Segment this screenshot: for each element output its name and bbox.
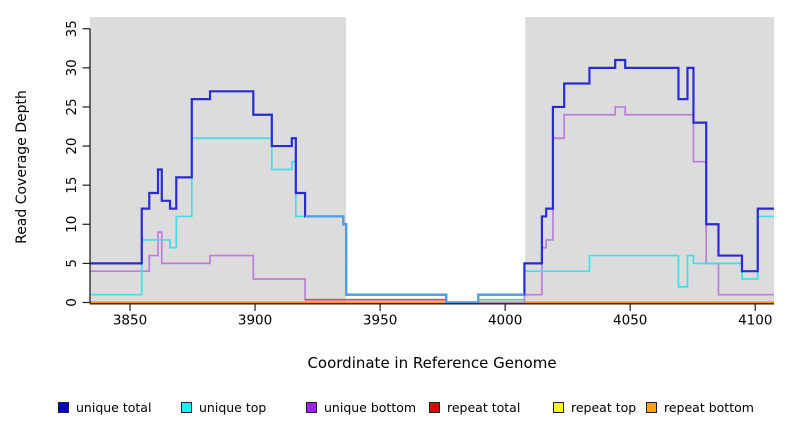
legend-label: repeat top (571, 399, 637, 415)
y-tick-label: 30 (64, 59, 80, 76)
legend-item-repeat-bottom: repeat bottom (646, 398, 754, 416)
legend-label: unique bottom (324, 399, 417, 415)
x-tick-label: 4050 (613, 313, 647, 329)
legend-swatch-repeat-total (429, 401, 440, 413)
overlay-total-equals-top-lightblue (305, 215, 525, 304)
x-tick-label: 4100 (738, 313, 772, 329)
legend-label: repeat bottom (664, 399, 754, 415)
y-tick-label: 5 (64, 259, 80, 268)
legend-swatch-unique-bottom (306, 401, 317, 413)
legend-item-unique-total: unique total (58, 398, 151, 416)
legend-label: repeat total (447, 399, 521, 415)
legend-swatch-unique-total (58, 401, 69, 413)
legend: unique total unique top unique bottom repea… (0, 398, 792, 422)
y-tick-label: 35 (64, 20, 80, 37)
legend-swatch-repeat-top (553, 401, 564, 413)
y-tick-label: 20 (64, 137, 80, 154)
x-tick-label: 3850 (113, 313, 147, 329)
legend-item-unique-bottom: unique bottom (306, 398, 416, 416)
x-tick-label: 4000 (488, 313, 522, 329)
x-tick-label: 3950 (363, 313, 397, 329)
legend-label: unique total (76, 399, 152, 415)
legend-item-repeat-total: repeat total (429, 398, 520, 416)
y-tick-label: 25 (64, 98, 80, 115)
shaded-band (525, 17, 774, 303)
y-tick-label: 10 (64, 216, 80, 233)
x-tick-label: 3900 (238, 313, 272, 329)
y-tick-label: 0 (64, 298, 80, 307)
legend-item-unique-top: unique top (181, 398, 266, 416)
legend-label: unique top (199, 399, 267, 415)
legend-swatch-unique-top (181, 401, 192, 413)
legend-item-repeat-top: repeat top (553, 398, 636, 416)
y-tick-label: 15 (64, 177, 80, 194)
shaded-band (90, 17, 347, 303)
y-axis-label: Read Coverage Depth (14, 90, 30, 244)
x-axis-label: Coordinate in Reference Genome (307, 354, 557, 372)
legend-swatch-repeat-bottom (646, 401, 657, 413)
